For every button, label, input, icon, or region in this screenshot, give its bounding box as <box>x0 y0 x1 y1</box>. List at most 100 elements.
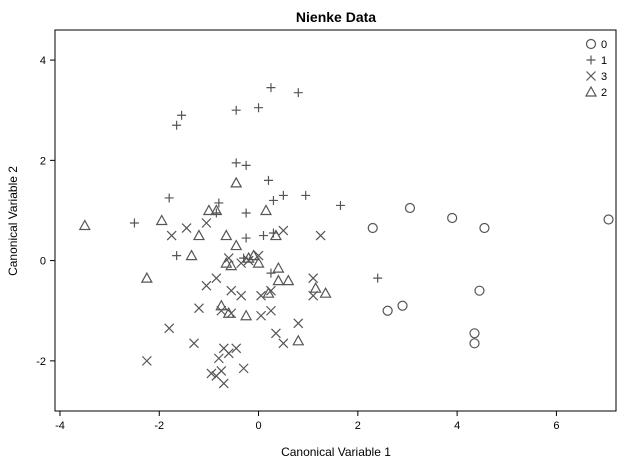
point-x <box>201 280 212 291</box>
point-triangle <box>272 261 285 273</box>
x-axis-label: Canonical Variable 1 <box>281 445 391 459</box>
point-plus <box>266 268 276 278</box>
point-x <box>218 378 229 389</box>
plot-frame <box>54 29 617 412</box>
point-triangle <box>185 249 198 261</box>
point-triangle <box>155 214 168 226</box>
point-triangle <box>309 281 322 293</box>
legend-marker-plus <box>586 55 596 65</box>
point-plus <box>259 231 269 241</box>
point-plus <box>373 273 383 283</box>
point-plus <box>241 208 251 218</box>
point-triangle <box>78 219 91 231</box>
x-tick-label: 6 <box>553 420 559 432</box>
y-tick-label: -2 <box>36 356 46 368</box>
point-triangle <box>220 229 233 241</box>
point-triangle <box>242 251 255 263</box>
point-triangle <box>259 204 273 216</box>
x-tick-label: -2 <box>154 420 164 432</box>
point-x <box>211 273 222 284</box>
point-plus <box>254 103 264 113</box>
point-triangle <box>220 256 233 268</box>
legend: 0 1 3 2 <box>584 38 607 99</box>
point-x <box>166 230 177 241</box>
point-x <box>256 290 266 301</box>
point-plus <box>301 190 311 200</box>
point-triangle <box>202 204 215 216</box>
point-x <box>308 273 319 284</box>
y-tick-label: 4 <box>40 55 46 67</box>
legend-entry-label: 1 <box>601 55 607 67</box>
point-triangle <box>282 274 295 286</box>
x-tick-label: 2 <box>355 420 361 432</box>
point-triangle <box>252 256 265 268</box>
point-x <box>236 290 247 301</box>
chart-title: Nienke Data <box>296 9 376 25</box>
point-plus <box>335 200 345 210</box>
point-x <box>213 353 224 364</box>
point-x <box>271 328 281 339</box>
y-axis-label: Canonical Variable 2 <box>6 166 20 276</box>
point-triangle <box>240 309 253 321</box>
x-tick-label: -4 <box>55 420 65 432</box>
point-x <box>253 250 264 261</box>
point-plus <box>177 110 187 120</box>
point-x <box>226 285 237 296</box>
point-circle <box>397 300 408 311</box>
point-plus <box>266 83 276 93</box>
point-circle <box>447 212 458 224</box>
point-plus <box>231 105 241 115</box>
point-plus <box>172 120 182 130</box>
point-triangle <box>269 229 282 241</box>
point-x <box>256 310 266 321</box>
point-x <box>278 225 289 236</box>
x-axis: -4 -2 0 2 4 6 <box>55 411 559 432</box>
point-triangle <box>140 271 153 283</box>
point-triangle <box>292 334 305 346</box>
legend-entry-label: 3 <box>601 71 607 83</box>
point-circle <box>474 285 485 296</box>
legend-entry-label: 2 <box>601 87 607 99</box>
point-plus <box>231 158 241 168</box>
point-x <box>201 218 212 228</box>
y-tick-label: 0 <box>40 256 46 268</box>
point-triangle <box>210 204 223 216</box>
point-x <box>216 305 227 316</box>
point-x <box>278 338 289 349</box>
point-triangle <box>230 239 243 251</box>
point-plus <box>164 193 174 203</box>
point-plus <box>172 251 182 261</box>
legend-marker-x <box>586 71 596 81</box>
point-x <box>181 223 192 233</box>
point-x <box>293 318 304 329</box>
legend-entry-label: 0 <box>601 39 607 51</box>
point-x <box>164 323 175 334</box>
point-triangle <box>262 286 275 298</box>
point-circle <box>469 338 480 349</box>
point-circle <box>382 305 393 316</box>
point-plus <box>263 175 273 185</box>
point-triangle <box>215 299 228 311</box>
y-tick-label: 2 <box>40 155 46 167</box>
point-x <box>206 368 217 379</box>
point-plus <box>241 233 251 243</box>
point-x <box>315 230 326 241</box>
point-x <box>266 305 276 316</box>
x-tick-label: 4 <box>454 420 460 432</box>
point-x <box>238 363 249 374</box>
point-x <box>194 303 204 314</box>
point-plus <box>268 195 278 205</box>
point-triangle <box>225 259 238 271</box>
point-triangle <box>230 176 243 188</box>
point-x <box>243 255 254 266</box>
point-circle <box>603 214 614 225</box>
point-plus <box>293 88 303 98</box>
y-axis: -2 0 2 4 <box>36 55 55 368</box>
point-triangle <box>222 307 235 318</box>
legend-marker-triangle <box>584 85 598 97</box>
x-tick-label: 0 <box>255 420 261 432</box>
legend-marker-circle <box>585 38 597 50</box>
point-circle <box>469 328 480 339</box>
point-triangle <box>319 286 332 298</box>
